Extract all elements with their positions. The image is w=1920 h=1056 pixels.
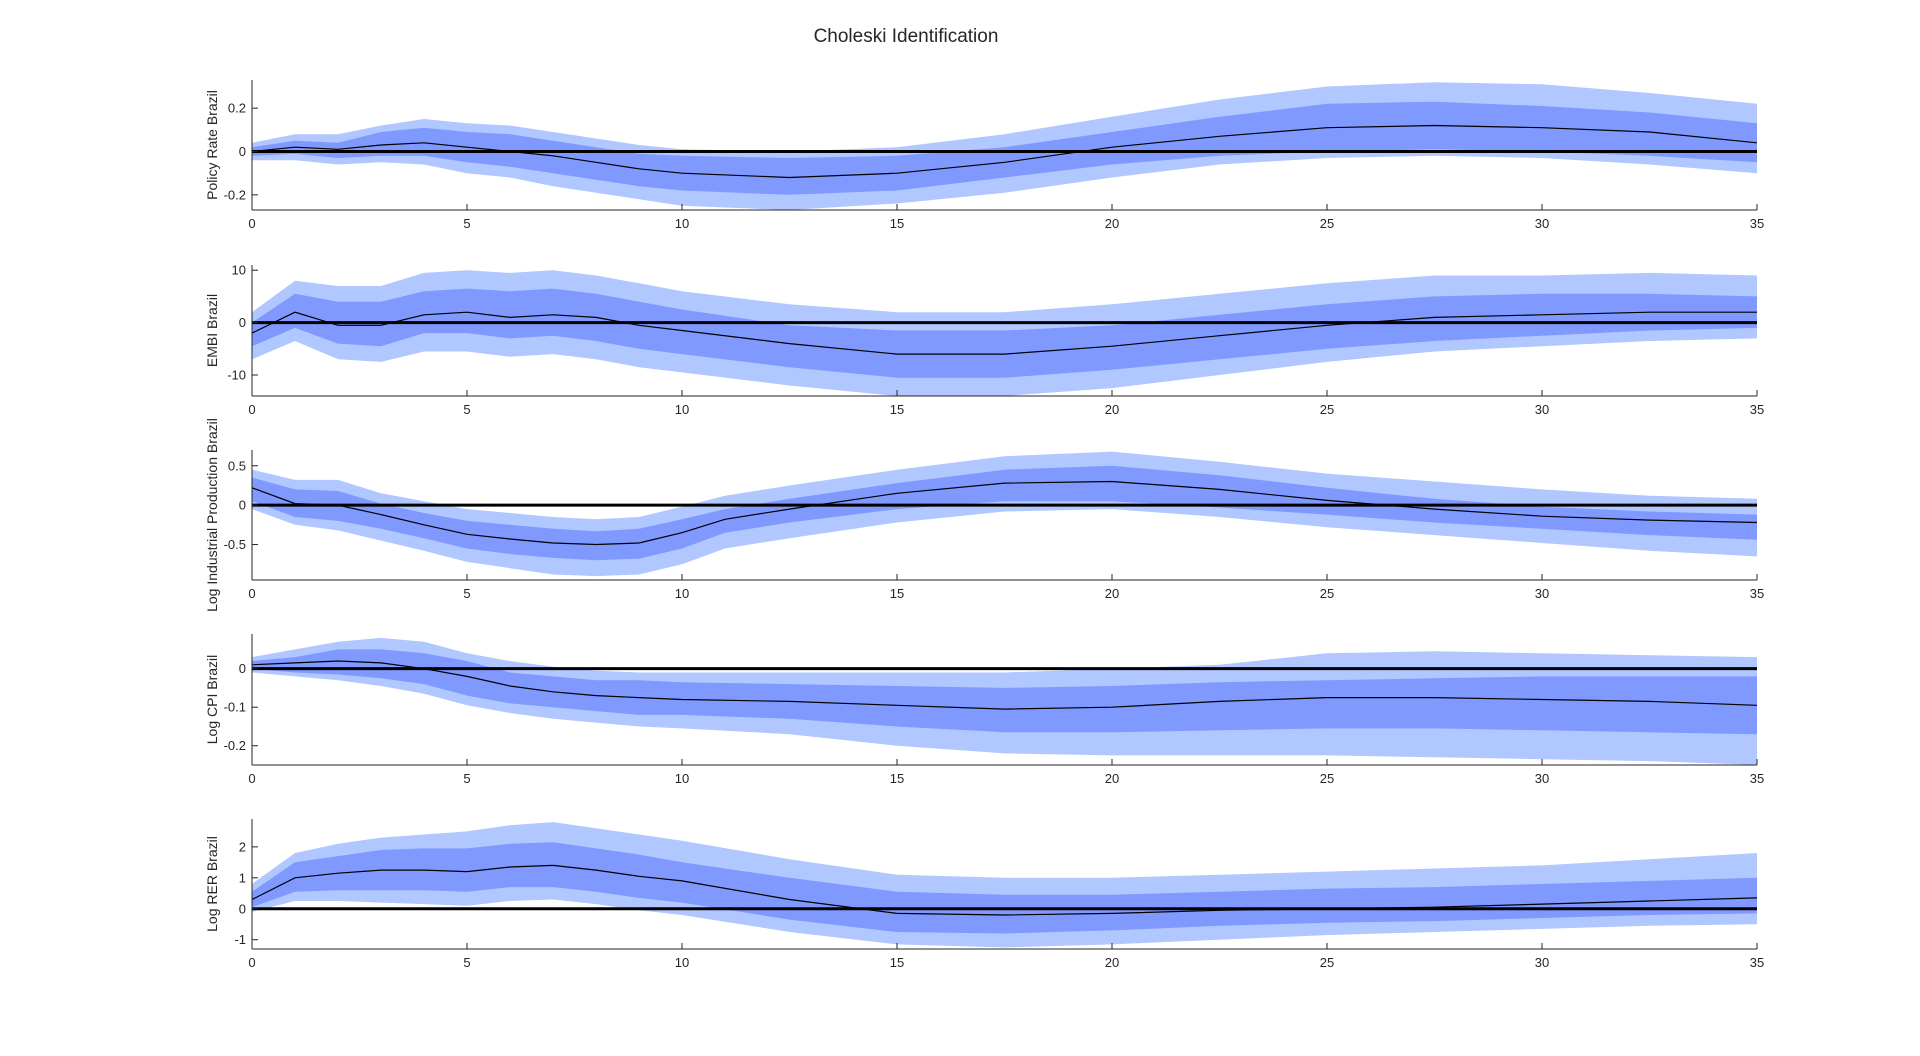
y-tick-label: 0.2 <box>228 101 246 116</box>
y-axis-label: Log RER Brazil <box>204 836 220 932</box>
y-tick-label: 0.5 <box>228 458 246 473</box>
x-tick-label: 0 <box>248 771 255 786</box>
x-tick-label: 10 <box>675 955 689 970</box>
y-tick-label: 0 <box>239 315 246 330</box>
figure-title: Choleski Identification <box>813 26 999 47</box>
y-tick-label: 0 <box>239 901 246 916</box>
y-tick-label: -0.5 <box>224 537 246 552</box>
x-tick-label: 20 <box>1105 586 1119 601</box>
y-tick-label: -0.2 <box>224 187 246 202</box>
x-tick-label: 10 <box>675 586 689 601</box>
x-tick-label: 30 <box>1535 402 1549 417</box>
x-tick-label: 30 <box>1535 216 1549 231</box>
inner-confidence-band <box>252 101 1757 195</box>
x-tick-label: 15 <box>890 402 904 417</box>
median-response-line <box>252 660 1757 710</box>
median-response-line <box>252 480 1757 546</box>
x-tick-label: 0 <box>248 586 255 601</box>
x-tick-label: 25 <box>1320 586 1334 601</box>
x-tick-label: 0 <box>248 216 255 231</box>
y-tick-label: 2 <box>239 839 246 854</box>
y-axis-label: Log CPI Brazil <box>204 655 220 744</box>
inner-confidence-band <box>252 842 1757 934</box>
x-tick-label: 25 <box>1320 402 1334 417</box>
median-response-line <box>252 864 1757 916</box>
y-tick-label: -0.2 <box>224 738 246 753</box>
inner-confidence-band <box>252 288 1757 378</box>
inner-confidence-band <box>252 649 1757 735</box>
x-tick-label: 30 <box>1535 586 1549 601</box>
x-tick-label: 0 <box>248 402 255 417</box>
y-tick-label: -10 <box>227 368 246 383</box>
x-tick-label: 5 <box>463 216 470 231</box>
panel-3: 0 5 10 15 20 25 30 35 -0.5 0 0.5 Log Industrial Pro… <box>204 418 1764 612</box>
y-tick-label: 0 <box>239 144 246 159</box>
plot-area <box>252 82 1757 210</box>
x-tick-label: 25 <box>1320 216 1334 231</box>
x-tick-label: 15 <box>890 216 904 231</box>
y-axis-label: Log Industrial Production Brazil <box>204 418 220 612</box>
y-axis-label: Policy Rate Brazil <box>204 90 220 200</box>
plot-area <box>252 451 1757 577</box>
y-axis-label: EMBI Brazil <box>204 294 220 367</box>
plot-area <box>252 270 1757 396</box>
inner-confidence-band <box>252 465 1757 561</box>
x-tick-label: 10 <box>675 216 689 231</box>
plot-area <box>252 822 1757 948</box>
median-response-line <box>252 311 1757 355</box>
x-tick-label: 20 <box>1105 771 1119 786</box>
panel-4: 0 5 10 15 20 25 30 35 -0.2 -0.1 0 Log CPI Brazil <box>204 634 1764 786</box>
x-tick-label: 35 <box>1750 402 1764 417</box>
x-tick-label: 35 <box>1750 955 1764 970</box>
x-tick-label: 15 <box>890 586 904 601</box>
y-tick-label: -1 <box>234 932 246 947</box>
x-tick-label: 20 <box>1105 955 1119 970</box>
x-tick-label: 10 <box>675 402 689 417</box>
x-tick-label: 5 <box>463 402 470 417</box>
y-tick-label: 0 <box>239 661 246 676</box>
x-tick-label: 5 <box>463 955 470 970</box>
x-tick-label: 35 <box>1750 216 1764 231</box>
x-tick-label: 10 <box>675 771 689 786</box>
x-tick-label: 25 <box>1320 771 1334 786</box>
y-tick-label: 10 <box>232 263 246 278</box>
y-tick-label: 0 <box>239 498 246 513</box>
x-tick-label: 20 <box>1105 402 1119 417</box>
y-tick-label: -0.1 <box>224 700 246 715</box>
x-tick-label: 15 <box>890 771 904 786</box>
x-tick-label: 5 <box>463 771 470 786</box>
plot-area <box>252 637 1757 765</box>
x-tick-label: 20 <box>1105 216 1119 231</box>
x-tick-label: 25 <box>1320 955 1334 970</box>
x-tick-label: 35 <box>1750 586 1764 601</box>
panel-2: 0 5 10 15 20 25 30 35 -10 0 10 EMBI Brazil <box>204 263 1764 417</box>
x-tick-label: 30 <box>1535 771 1549 786</box>
x-tick-label: 15 <box>890 955 904 970</box>
median-response-line <box>252 124 1757 179</box>
y-tick-label: 1 <box>239 870 246 885</box>
x-tick-label: 30 <box>1535 955 1549 970</box>
x-tick-label: 35 <box>1750 771 1764 786</box>
x-tick-label: 5 <box>463 586 470 601</box>
x-tick-label: 0 <box>248 955 255 970</box>
